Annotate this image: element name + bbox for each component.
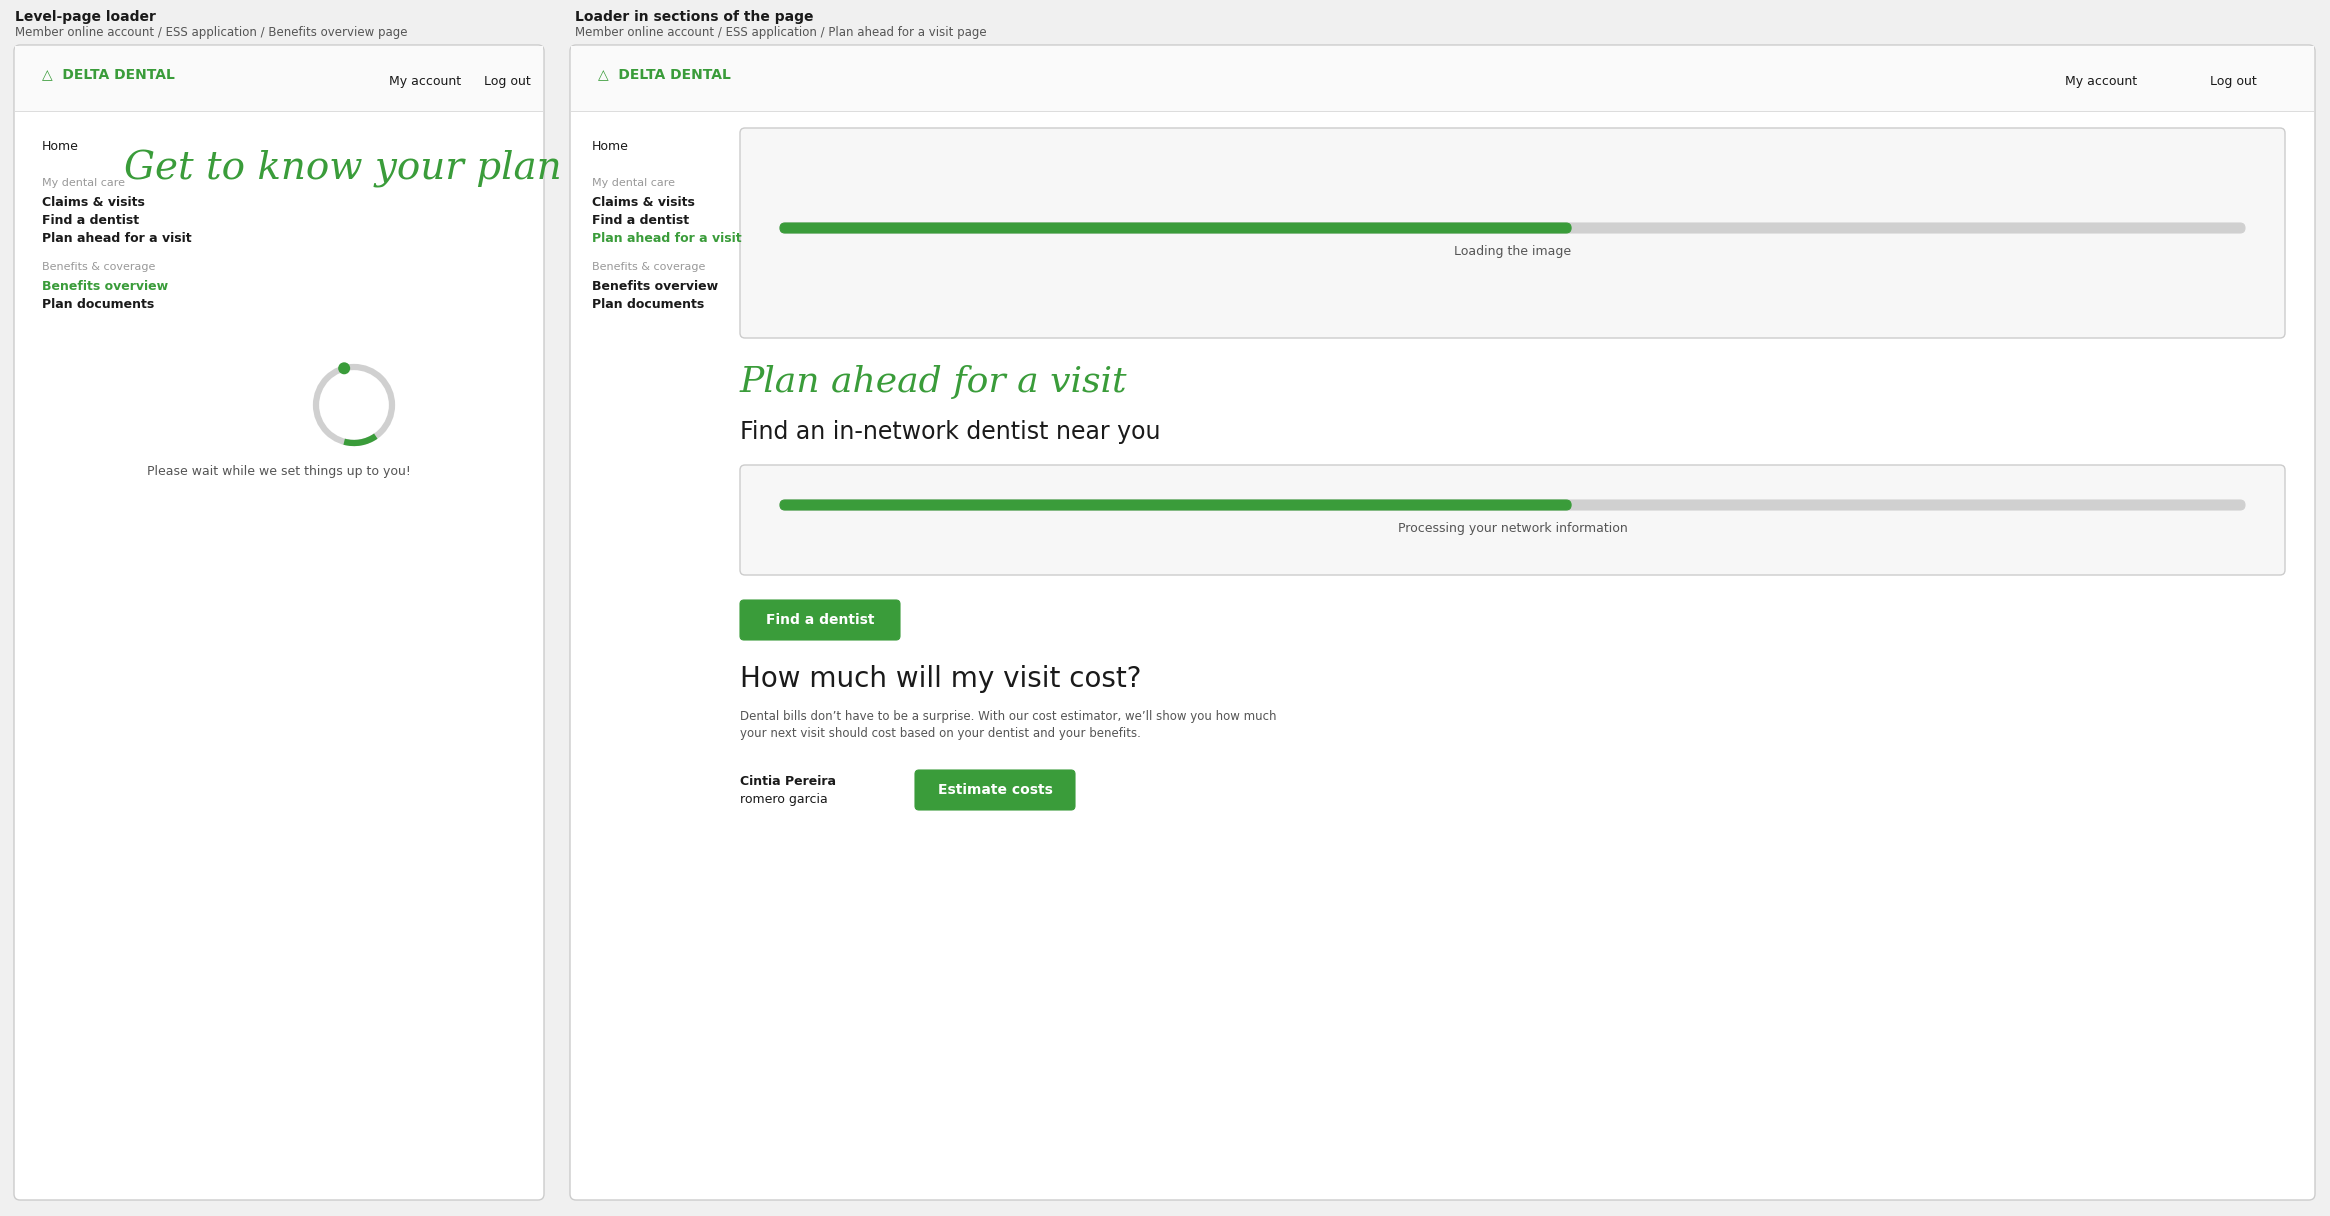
Text: Find a dentist: Find a dentist: [767, 613, 874, 627]
Text: your next visit should cost based on your dentist and your benefits.: your next visit should cost based on you…: [741, 727, 1142, 741]
FancyBboxPatch shape: [741, 465, 2286, 575]
Text: Estimate costs: Estimate costs: [937, 783, 1053, 796]
Bar: [14, 46, 543, 111]
Text: Log out: Log out: [485, 75, 531, 88]
Text: How much will my visit cost?: How much will my visit cost?: [741, 665, 1142, 693]
FancyBboxPatch shape: [781, 500, 1570, 510]
Text: Loader in sections of the page: Loader in sections of the page: [576, 10, 813, 24]
Text: Log out: Log out: [2209, 75, 2258, 88]
Text: Loading the image: Loading the image: [1454, 244, 1570, 258]
Text: Benefits overview: Benefits overview: [42, 280, 168, 293]
Text: Get to know your plan: Get to know your plan: [123, 150, 562, 188]
Text: Find an in-network dentist near you: Find an in-network dentist near you: [741, 420, 1160, 444]
FancyBboxPatch shape: [916, 770, 1074, 810]
Text: Processing your network information: Processing your network information: [1398, 522, 1626, 535]
Text: Find a dentist: Find a dentist: [42, 214, 140, 227]
Text: Claims & visits: Claims & visits: [42, 196, 144, 209]
Text: Benefits & coverage: Benefits & coverage: [592, 261, 706, 272]
Text: My account: My account: [389, 75, 461, 88]
Text: My account: My account: [2064, 75, 2137, 88]
FancyBboxPatch shape: [741, 599, 899, 640]
Text: Dental bills don’t have to be a surprise. With our cost estimator, we’ll show yo: Dental bills don’t have to be a surprise…: [741, 710, 1277, 724]
FancyBboxPatch shape: [571, 45, 2316, 1200]
Text: △  DELTA DENTAL: △ DELTA DENTAL: [599, 67, 732, 81]
Text: Plan ahead for a visit: Plan ahead for a visit: [42, 232, 191, 244]
FancyBboxPatch shape: [781, 223, 2246, 233]
Bar: [571, 46, 2314, 111]
Circle shape: [338, 362, 350, 375]
Text: Plan documents: Plan documents: [42, 298, 154, 311]
FancyBboxPatch shape: [741, 128, 2286, 338]
Text: Claims & visits: Claims & visits: [592, 196, 694, 209]
Text: Member online account / ESS application / Benefits overview page: Member online account / ESS application …: [14, 26, 408, 39]
Text: Home: Home: [42, 140, 79, 153]
Text: Level-page loader: Level-page loader: [14, 10, 156, 24]
Text: Please wait while we set things up to you!: Please wait while we set things up to yo…: [147, 465, 410, 478]
FancyBboxPatch shape: [781, 500, 2246, 510]
Text: Home: Home: [592, 140, 629, 153]
FancyBboxPatch shape: [14, 45, 543, 1200]
Text: Find a dentist: Find a dentist: [592, 214, 690, 227]
Text: Member online account / ESS application / Plan ahead for a visit page: Member online account / ESS application …: [576, 26, 986, 39]
Text: My dental care: My dental care: [42, 178, 126, 188]
Text: Plan ahead for a visit: Plan ahead for a visit: [592, 232, 741, 244]
Text: Benefits & coverage: Benefits & coverage: [42, 261, 156, 272]
Text: △  DELTA DENTAL: △ DELTA DENTAL: [42, 67, 175, 81]
Text: My dental care: My dental care: [592, 178, 676, 188]
FancyBboxPatch shape: [781, 223, 1570, 233]
Text: Plan documents: Plan documents: [592, 298, 704, 311]
Text: Plan ahead for a visit: Plan ahead for a visit: [741, 365, 1128, 399]
Text: Cintia Pereira: Cintia Pereira: [741, 775, 836, 788]
Text: romero garcia: romero garcia: [741, 793, 827, 806]
Text: Benefits overview: Benefits overview: [592, 280, 718, 293]
